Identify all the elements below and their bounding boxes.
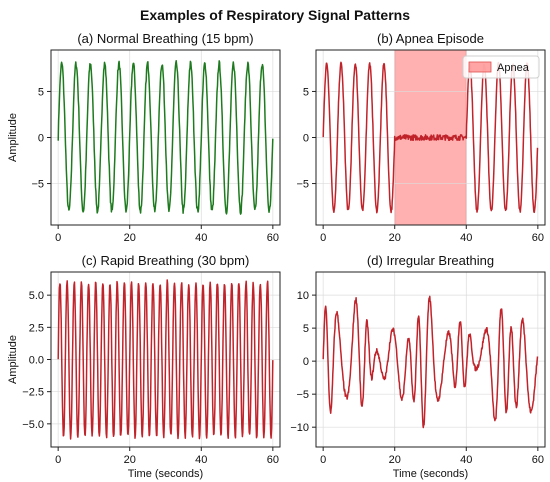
y-tick-label: 5 bbox=[38, 86, 44, 98]
y-tick-label: −5 bbox=[296, 389, 309, 401]
y-tick-label: −10 bbox=[290, 422, 309, 434]
y-tick-label: 2.5 bbox=[29, 322, 44, 334]
x-tick-label: 0 bbox=[320, 454, 326, 466]
panel-4: 0 20 40 60 −10 −5 0 5 10 (d) Irregular Breathing T… bbox=[290, 253, 546, 480]
legend-swatch bbox=[468, 61, 492, 73]
panel-2: 0 20 40 60 −5 0 5 (b) Apnea Episode Apnea bbox=[296, 31, 546, 244]
y-tick-label: 0 bbox=[303, 133, 309, 145]
y-tick-label: −5 bbox=[296, 179, 309, 191]
y-tick-label: 0.0 bbox=[29, 355, 44, 367]
subplot-title: (b) Apnea Episode bbox=[377, 31, 484, 46]
x-axis-label: Time (seconds) bbox=[128, 468, 203, 480]
x-axis-label: Time (seconds) bbox=[393, 468, 468, 480]
x-tick-label: 0 bbox=[55, 454, 61, 466]
series-line bbox=[57, 59, 274, 215]
x-tick-label: 40 bbox=[195, 454, 207, 466]
y-tick-label: −5 bbox=[31, 179, 44, 191]
y-tick-label: 0 bbox=[38, 133, 44, 145]
x-tick-label: 20 bbox=[389, 232, 401, 244]
x-tick-label: 0 bbox=[55, 232, 61, 244]
x-tick-label: 20 bbox=[389, 454, 401, 466]
x-tick-label: 20 bbox=[124, 232, 136, 244]
series-line bbox=[57, 279, 274, 440]
panels: 0 20 40 60 −5 0 5 (a) Normal Breathing (15 bpm)… bbox=[7, 31, 546, 480]
x-tick-label: 40 bbox=[460, 454, 472, 466]
subplot-title: (c) Rapid Breathing (30 bpm) bbox=[82, 253, 250, 268]
y-axis-label: Amplitude bbox=[7, 335, 19, 384]
x-tick-label: 60 bbox=[532, 232, 544, 244]
y-tick-label: 5 bbox=[303, 86, 309, 98]
subplot-title: (a) Normal Breathing (15 bpm) bbox=[77, 31, 253, 46]
x-tick-label: 60 bbox=[267, 454, 279, 466]
y-tick-label: 0 bbox=[303, 356, 309, 368]
plot-frame bbox=[315, 271, 546, 448]
y-axis-label: Amplitude bbox=[7, 113, 19, 162]
subplot-title: (d) Irregular Breathing bbox=[367, 253, 494, 268]
y-tick-label: 5.0 bbox=[29, 290, 44, 302]
y-tick-label: −5.0 bbox=[22, 419, 44, 431]
x-tick-label: 60 bbox=[532, 454, 544, 466]
y-tick-label: 5 bbox=[303, 323, 309, 335]
series-line bbox=[322, 295, 539, 429]
panel-1: 0 20 40 60 −5 0 5 (a) Normal Breathing (15 bpm)… bbox=[7, 31, 281, 244]
legend-label: Apnea bbox=[497, 62, 530, 74]
y-tick-label: −2.5 bbox=[22, 387, 44, 399]
figure-title: Examples of Respiratory Signal Patterns bbox=[140, 7, 410, 23]
panel-3: 0 20 40 60 −5.0 −2.5 0.0 2.5 5.0 (c) Rapid Breath… bbox=[7, 253, 281, 480]
x-tick-label: 20 bbox=[124, 454, 136, 466]
y-tick-label: 10 bbox=[297, 290, 309, 302]
series-line bbox=[322, 61, 539, 214]
x-tick-label: 0 bbox=[320, 232, 326, 244]
x-tick-label: 60 bbox=[267, 232, 279, 244]
x-tick-label: 40 bbox=[195, 232, 207, 244]
legend: Apnea bbox=[462, 55, 540, 79]
x-tick-label: 40 bbox=[460, 232, 472, 244]
legend-box bbox=[462, 55, 540, 79]
